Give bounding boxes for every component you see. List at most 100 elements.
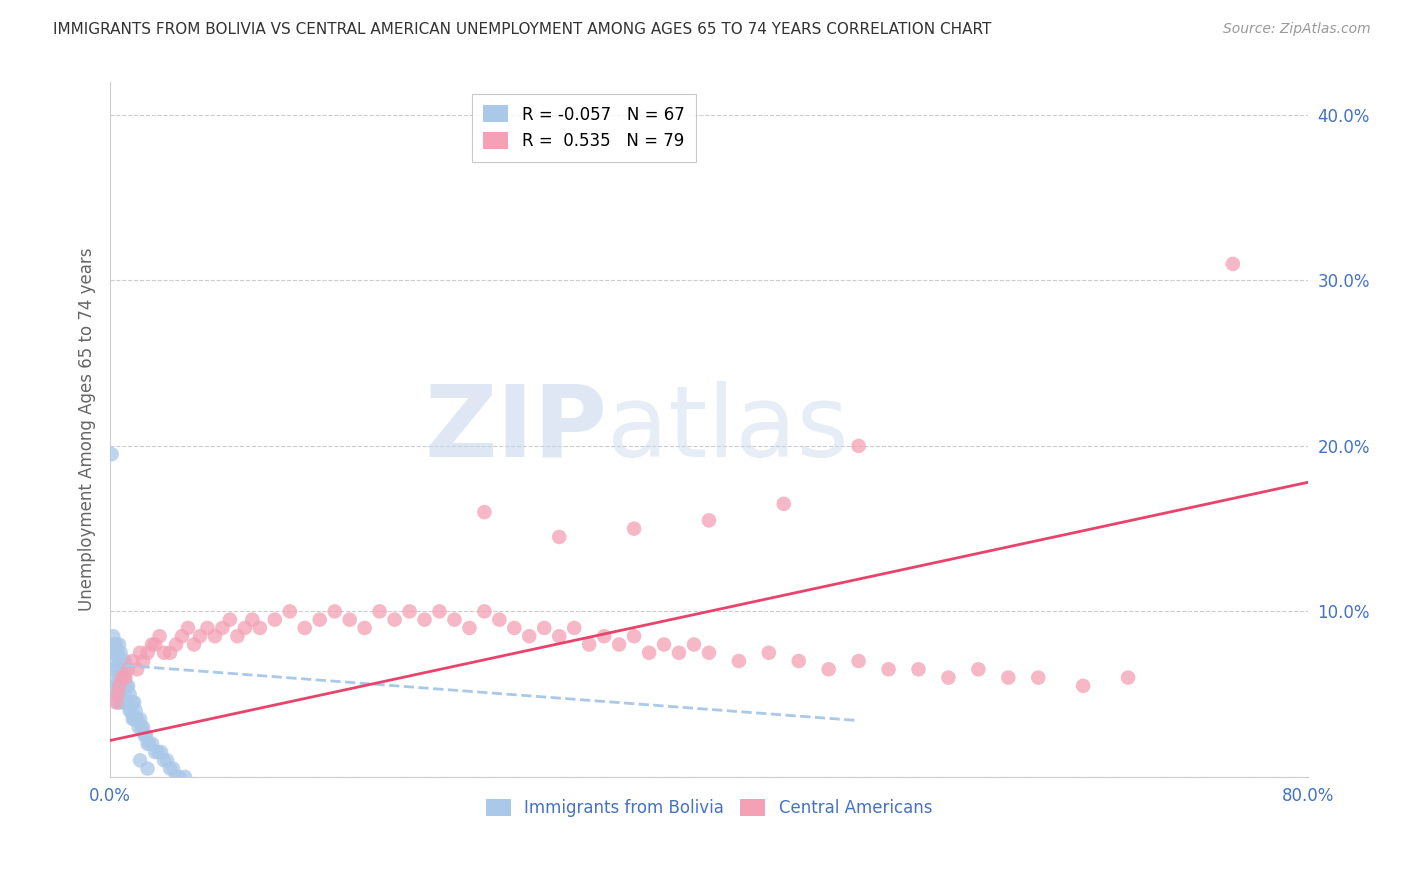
Point [159,762,181,776]
Point [108,671,131,685]
Point [1071,679,1094,693]
Point [848,654,870,668]
Point [578,638,600,652]
Point [623,629,645,643]
Point [683,638,706,652]
Point [219,613,242,627]
Point [104,679,127,693]
Point [174,770,197,784]
Point [122,712,145,726]
Point [100,447,122,461]
Point [607,638,630,652]
Point [107,695,129,709]
Point [848,439,870,453]
Point [134,729,156,743]
Point [129,753,152,767]
Point [107,679,129,693]
Point [294,621,316,635]
Point [153,753,176,767]
Point [177,621,200,635]
Point [110,646,132,660]
Point [240,613,263,627]
Point [105,695,128,709]
Point [593,629,616,643]
Point [638,646,661,660]
Point [183,638,205,652]
Point [143,638,166,652]
Point [488,613,510,627]
Point [107,687,129,701]
Point [148,629,170,643]
Point [111,671,134,685]
Point [817,662,839,676]
Point [128,720,150,734]
Point [107,646,129,660]
Point [118,687,141,701]
Point [104,662,127,676]
Point [117,662,139,676]
Point [339,613,361,627]
Point [353,621,375,635]
Point [114,687,136,701]
Point [121,695,143,709]
Point [136,646,159,660]
Point [697,646,720,660]
Point [112,679,135,693]
Point [162,762,184,776]
Point [398,604,420,618]
Point [104,646,127,660]
Point [131,720,153,734]
Point [108,687,131,701]
Point [112,695,135,709]
Point [443,613,465,627]
Point [533,621,555,635]
Point [226,629,249,643]
Point [503,621,526,635]
Point [138,737,160,751]
Point [114,671,136,685]
Point [652,638,675,652]
Point [204,629,226,643]
Point [114,654,136,668]
Point [143,745,166,759]
Point [188,629,211,643]
Point [117,679,139,693]
Point [429,604,451,618]
Point [112,662,135,676]
Point [114,671,136,685]
Point [105,687,128,701]
Point [124,712,146,726]
Point [211,621,233,635]
Point [197,621,219,635]
Point [165,770,187,784]
Y-axis label: Unemployment Among Ages 65 to 74 years: Unemployment Among Ages 65 to 74 years [79,248,96,611]
Point [108,654,131,668]
Point [120,704,142,718]
Point [118,704,141,718]
Text: ZIP: ZIP [425,381,607,478]
Point [772,497,794,511]
Point [474,604,496,618]
Point [135,729,157,743]
Point [758,646,780,660]
Point [129,646,152,660]
Point [153,646,176,660]
Point [117,695,139,709]
Point [141,737,163,751]
Point [458,621,481,635]
Point [108,638,131,652]
Point [105,654,128,668]
Point [907,662,929,676]
Point [413,613,436,627]
Point [132,654,155,668]
Point [101,629,124,643]
Point [787,654,810,668]
Point [170,629,193,643]
Point [308,613,330,627]
Point [110,695,132,709]
Point [1116,671,1139,685]
Legend: Immigrants from Bolivia, Central Americans: Immigrants from Bolivia, Central America… [479,793,939,824]
Point [132,720,155,734]
Point [384,613,406,627]
Point [1026,671,1049,685]
